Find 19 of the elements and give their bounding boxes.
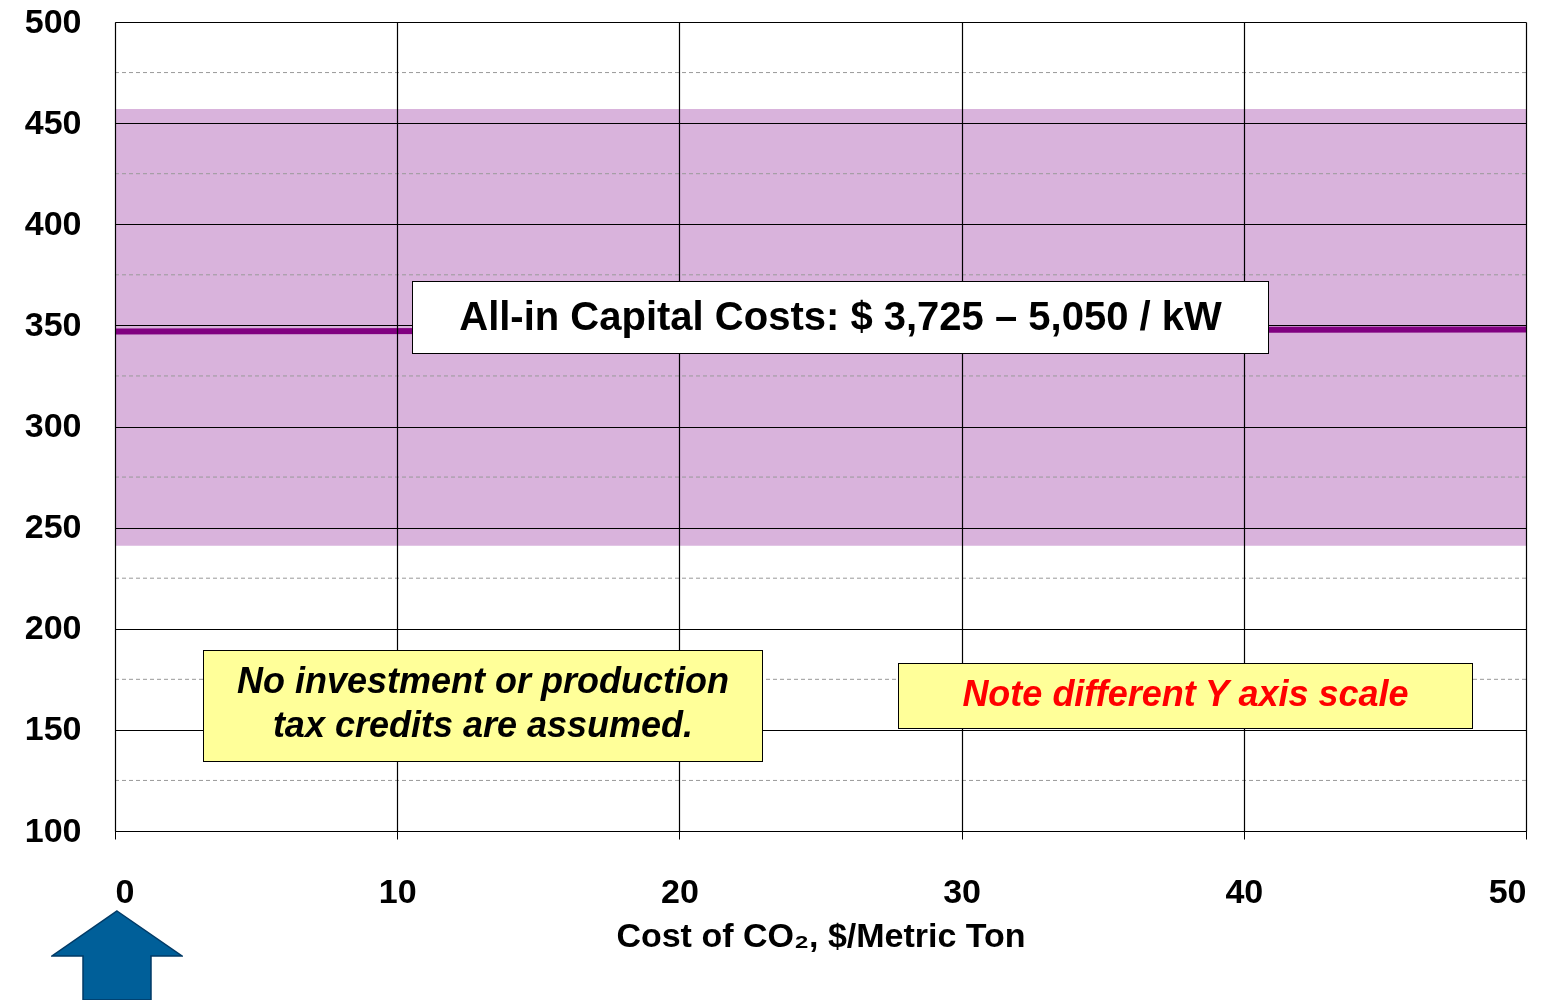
y-tick-label: 100 xyxy=(24,810,82,849)
text-box: No investment or production tax credits are assumed. xyxy=(203,650,763,762)
x-axis-title: Cost of CO₂, $/Metric Ton xyxy=(616,915,1026,954)
y-tick-label: 250 xyxy=(24,507,82,546)
y-tick-label: 450 xyxy=(24,102,82,141)
y-tick-label: 300 xyxy=(24,406,82,444)
x-tick-label: 50 xyxy=(1488,871,1527,910)
x-tick-label: 30 xyxy=(943,871,982,910)
y-tick-label: 400 xyxy=(24,203,82,242)
x-tick-label: 20 xyxy=(660,871,699,910)
x-tick-label: 40 xyxy=(1225,871,1264,910)
x-tick-label: 0 xyxy=(115,871,135,910)
y-tick-label: 500 xyxy=(24,1,82,40)
text-box: All-in Capital Costs: $ 3,725 – 5,050 / kW xyxy=(412,281,1269,354)
y-tick-label: 350 xyxy=(24,304,82,343)
y-tick-label: 150 xyxy=(24,709,82,748)
text-box: Note different Y axis scale xyxy=(898,663,1473,729)
x-tick-label: 10 xyxy=(378,871,417,910)
y-tick-label: 200 xyxy=(24,608,82,647)
